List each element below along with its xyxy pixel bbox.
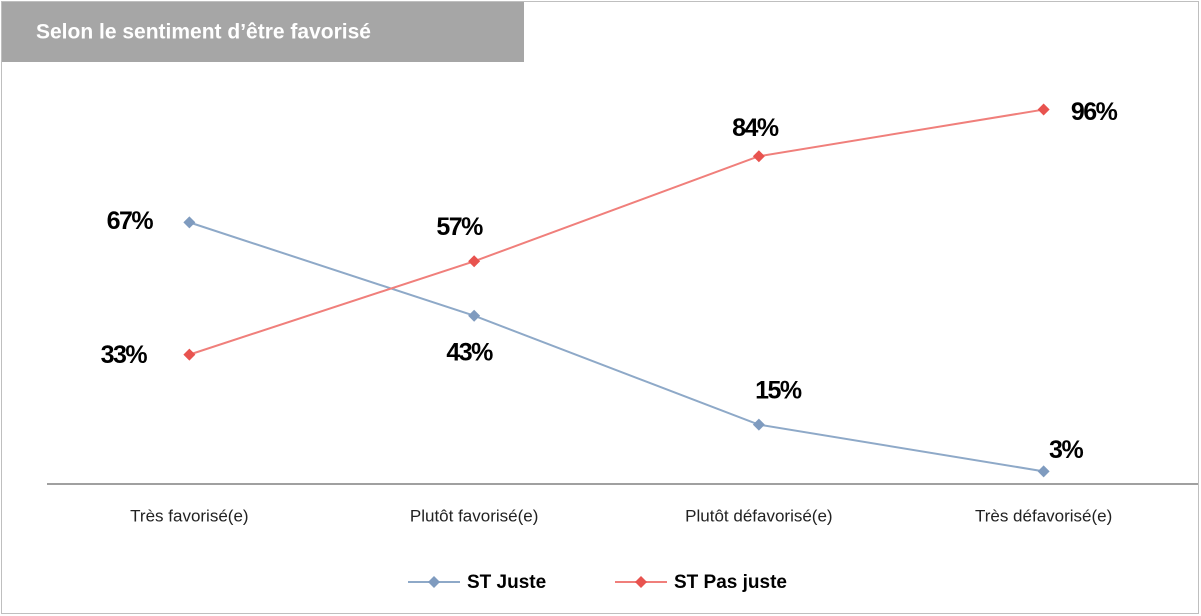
- series-line: [189, 221, 1044, 473]
- data-label: 43%: [446, 338, 493, 366]
- x-tick-label: Plutôt défavorisé(e): [685, 506, 832, 525]
- chart-title: Selon le sentiment d’être favorisé: [36, 21, 371, 44]
- marker: [1037, 465, 1050, 478]
- legend-label: ST Pas juste: [674, 572, 787, 593]
- data-label: 67%: [107, 207, 154, 235]
- series-line: [189, 108, 1044, 356]
- marker: [183, 348, 196, 361]
- marker: [1037, 103, 1050, 116]
- x-tick-label: Très favorisé(e): [130, 506, 248, 525]
- data-label: 3%: [1049, 436, 1083, 464]
- marker: [468, 255, 481, 268]
- legend-label: ST Juste: [467, 572, 546, 593]
- legend-marker: [635, 576, 647, 588]
- marker: [752, 150, 765, 163]
- data-label: 15%: [755, 376, 802, 404]
- title-box: [2, 2, 524, 62]
- marker: [183, 216, 196, 229]
- marker: [468, 309, 481, 322]
- data-label: 57%: [436, 213, 483, 241]
- data-label: 33%: [101, 341, 148, 369]
- legend-marker: [428, 576, 440, 588]
- data-label: 84%: [732, 114, 779, 142]
- data-label: 96%: [1071, 98, 1118, 126]
- x-tick-label: Très défavorisé(e): [975, 506, 1112, 525]
- x-tick-label: Plutôt favorisé(e): [410, 506, 539, 525]
- marker: [752, 418, 765, 431]
